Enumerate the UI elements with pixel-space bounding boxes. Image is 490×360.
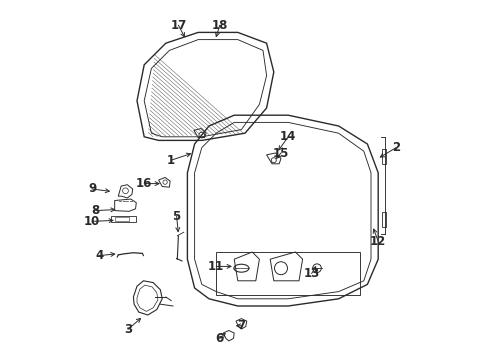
Text: 9: 9 [88, 183, 96, 195]
Text: 5: 5 [172, 210, 181, 222]
Text: 15: 15 [273, 147, 289, 159]
Text: 6: 6 [216, 332, 224, 345]
Text: 8: 8 [92, 204, 100, 217]
Text: 4: 4 [95, 249, 103, 262]
Text: 18: 18 [212, 19, 228, 32]
Text: 2: 2 [392, 141, 400, 154]
Bar [111, 216, 136, 222]
Text: 12: 12 [370, 235, 386, 248]
Text: 14: 14 [280, 130, 296, 143]
Text: 17: 17 [171, 19, 187, 32]
Bar [382, 212, 386, 227]
Text: 3: 3 [124, 323, 132, 336]
Text: 13: 13 [303, 267, 319, 280]
Text: 7: 7 [237, 319, 245, 332]
Bar [382, 149, 386, 164]
Text: 10: 10 [84, 215, 100, 228]
Bar [115, 217, 129, 221]
Text: 1: 1 [167, 154, 175, 167]
Text: 11: 11 [208, 260, 224, 273]
Text: 16: 16 [136, 177, 152, 190]
